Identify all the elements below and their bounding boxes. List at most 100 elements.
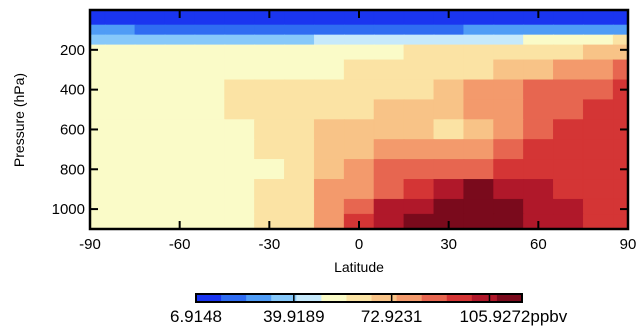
heatmap-cell [523,159,555,181]
heatmap-cell [343,179,375,200]
heatmap-cell [612,99,628,121]
heatmap-cell [134,24,166,36]
heatmap-cell [284,24,315,36]
heatmap-cell [254,99,286,121]
y-tick-label: 200 [60,42,85,59]
x-tick-label: 0 [355,236,363,253]
heatmap-cell [582,179,614,200]
heatmap-cell [612,24,628,36]
heatmap-cell [373,34,405,46]
heatmap-cell [433,198,465,215]
heatmap-cell [612,34,628,46]
heatmap-cell [134,44,166,61]
heatmap-cell [134,139,166,161]
heatmap-cell [134,213,166,229]
heatmap-cell [254,34,286,46]
colorbar-segment [471,294,498,302]
y-tick-label: 600 [60,121,85,138]
heatmap-cell [313,34,345,46]
heatmap-cell [463,24,495,36]
y-tick-label: 800 [60,161,85,178]
heatmap-cell [582,59,614,81]
heatmap-cell [343,24,375,36]
heatmap-cell [313,139,345,161]
heatmap-cell [134,99,166,121]
heatmap-cell [194,59,226,81]
heatmap-cell [224,44,256,61]
heatmap-cell [104,198,136,215]
colorbar-tick-labels: 6.9148 39.9189 72.9231 105.9272ppbv [170,307,568,326]
heatmap-cell [433,119,465,141]
heatmap-cell [553,24,584,36]
y-tick-label: 1000 [52,201,85,218]
heatmap-cell [104,24,136,36]
heatmap-cell [403,213,435,229]
x-tick-label: -30 [258,236,280,253]
heatmap-cell [284,179,315,200]
heatmap-cell [224,159,256,181]
heatmap-cell [284,119,315,141]
heatmap-cell [164,139,196,161]
heatmap-cell [313,24,345,36]
heatmap-cell [164,34,196,46]
heatmap-cell [553,99,584,121]
heatmap-cell [194,159,226,181]
heatmap-cell [612,10,628,26]
heatmap-cell [343,159,375,181]
heatmap-cell [343,139,375,161]
heatmap-cell [224,10,256,26]
heatmap-cell [523,198,555,215]
heatmap-cell [373,119,405,141]
heatmap-cell [403,119,435,141]
heatmap-cell [313,79,345,101]
heatmap-cell [463,179,495,200]
colorbar-segment [221,294,247,302]
heatmap-cell [403,179,435,200]
heatmap-cell [582,119,614,141]
colorbar-tick-label: 72.9231 [361,307,422,326]
heatmap-cell [164,119,196,141]
heatmap-cell [433,59,465,81]
heatmap-cell [194,139,226,161]
heatmap-cell [254,24,286,36]
heatmap-cell [194,24,226,36]
colorbar-segment [321,294,347,302]
heatmap-cell [493,34,525,46]
heatmap-cell [373,139,405,161]
heatmap-cell [254,44,286,61]
heatmap-cell [104,213,136,229]
heatmap-cell [194,213,226,229]
heatmap-cell [254,139,286,161]
heatmap-cell [403,34,435,46]
y-axis-label: Pressure (hPa) [11,73,27,167]
heatmap-cell [343,59,375,81]
heatmap-cell [403,44,435,61]
heatmap-cell [553,79,584,101]
x-tick-label: 60 [530,236,547,253]
heatmap-cell [463,99,495,121]
heatmap-cell [582,99,614,121]
heatmap-cell [134,119,166,141]
heatmap-cell [373,59,405,81]
heatmap-cell [373,44,405,61]
heatmap-cell [224,179,256,200]
heatmap-cell [373,99,405,121]
heatmap-cell [313,99,345,121]
heatmap-cell [284,10,315,26]
heatmap-cell [313,179,345,200]
heatmap-cell [313,159,345,181]
heatmap-cell [493,213,525,229]
heatmap-cell [194,79,226,101]
heatmap-cell [582,24,614,36]
heatmap-cell [582,139,614,161]
heatmap-cell [254,179,286,200]
heatmap-cell [313,119,345,141]
heatmap-cell [343,119,375,141]
heatmap-cell [493,99,525,121]
colorbar-segment [496,294,523,302]
heatmap-cell [493,79,525,101]
colorbar-tick-label: 105.9272ppbv [459,307,567,326]
heatmap-cell [523,139,555,161]
heatmap-cell [523,59,555,81]
heatmap-cell [433,44,465,61]
